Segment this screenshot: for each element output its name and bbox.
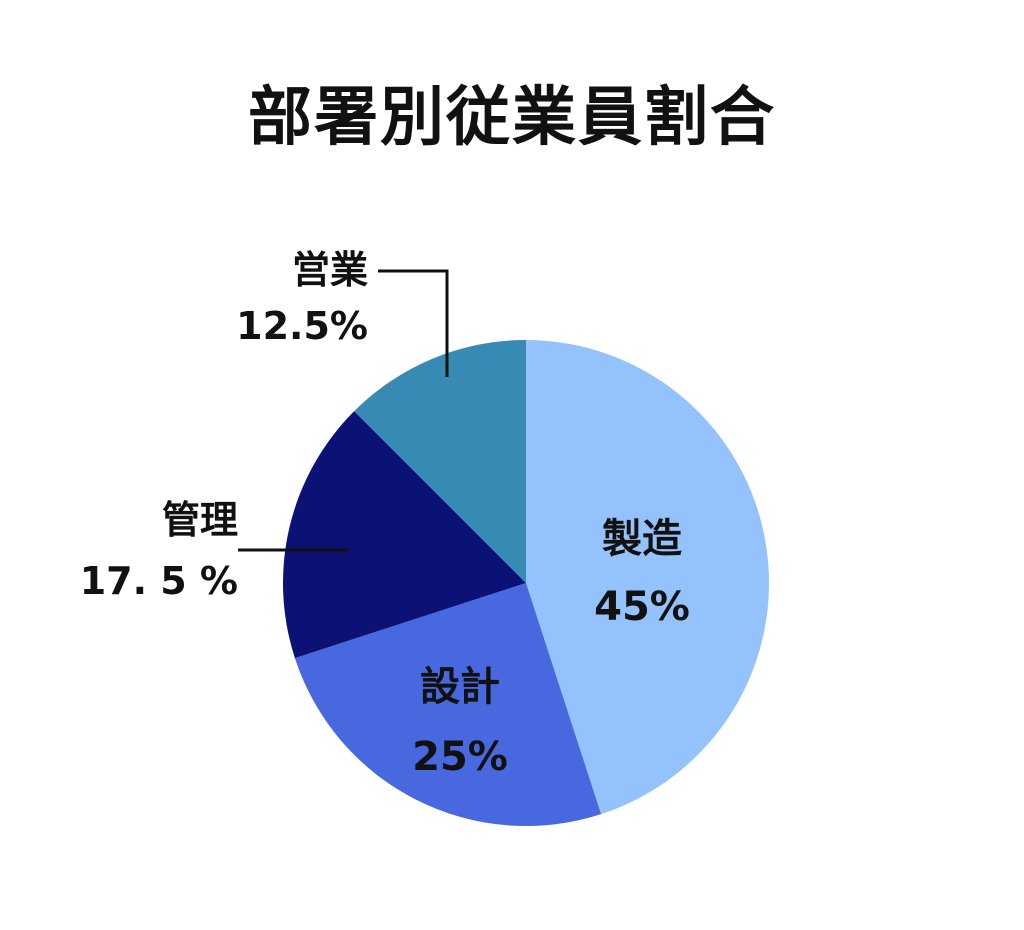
slice-label-management: 管理 <box>162 498 238 542</box>
chart-title: 部署別従業員割合 <box>248 81 776 155</box>
slice-manufacturing <box>526 340 770 815</box>
slice-label-design: 設計 <box>420 664 500 710</box>
slice-label-sales: 営業 <box>292 248 368 292</box>
leader-line-sales <box>378 269 449 377</box>
slice-sales <box>354 340 526 583</box>
slice-value-design: 25% <box>412 734 508 780</box>
pie-slices <box>283 340 770 827</box>
slice-value-management: 17. 5 % <box>80 559 238 603</box>
slice-value-manufacturing: 45% <box>594 584 690 630</box>
slice-design <box>294 583 602 827</box>
slice-management <box>283 411 526 659</box>
slice-label-manufacturing: 製造 <box>602 516 682 562</box>
slice-value-sales: 12.5% <box>236 304 368 348</box>
